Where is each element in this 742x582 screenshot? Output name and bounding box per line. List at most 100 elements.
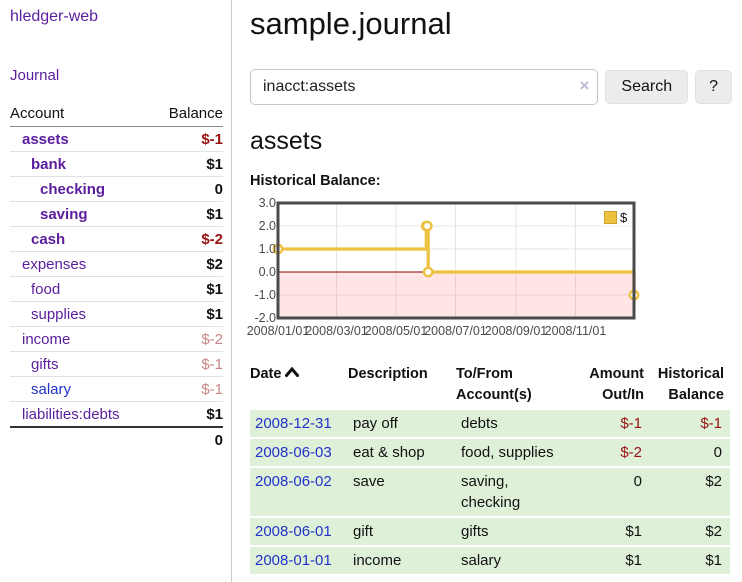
accounts-cell: food, supplies xyxy=(456,439,582,467)
historical-balance-chart: 3.0 2.0 1.0 0.0 -1.0 -2.0 2008/01/01 2008/03/01… xyxy=(246,196,732,344)
x-axis-tick-label: 2008/09/01 xyxy=(484,324,548,338)
x-axis-tick-label: 2008/07/01 xyxy=(424,324,487,338)
chart-legend: $ xyxy=(602,209,630,226)
transaction-date-cell: 2008-12-31 xyxy=(250,410,348,438)
account-table-header: Account Balance xyxy=(10,102,223,127)
register-column-header: To/From Account(s) xyxy=(456,362,582,408)
chart-canvas xyxy=(272,201,640,320)
account-row: saving $1 xyxy=(10,202,223,227)
register-row: 2008-06-02 save saving, checking 0 $2 xyxy=(250,468,730,517)
account-link[interactable]: salary xyxy=(31,380,72,398)
column-header-label: Description xyxy=(348,366,428,382)
transaction-date-cell: 2008-06-03 xyxy=(250,439,348,467)
transaction-date-link[interactable]: 2008-06-01 xyxy=(255,523,332,541)
sidebar: hledger-web Journal Account Balance asse… xyxy=(0,0,232,582)
y-axis-tick-label: -1.0 xyxy=(254,288,276,302)
transaction-date-cell: 2008-06-02 xyxy=(250,468,348,517)
column-header-label: Amount Out/In xyxy=(589,366,644,404)
description-cell: pay off xyxy=(348,410,456,438)
account-link[interactable]: cash xyxy=(31,230,66,248)
legend-swatch-icon xyxy=(604,211,617,224)
account-link[interactable]: bank xyxy=(31,155,67,173)
sort-ascending-icon xyxy=(285,367,300,377)
account-balance: $-1 xyxy=(201,355,223,373)
total-balance: 0 xyxy=(214,431,223,449)
y-axis-tick-label: 1.0 xyxy=(258,242,276,256)
balance-cell: $2 xyxy=(650,468,730,517)
transaction-date-link[interactable]: 2008-12-31 xyxy=(255,415,332,433)
account-rows: assets $-1 bank $1 checking 0 saving $1 cash $-2 e… xyxy=(10,127,223,427)
transaction-date-link[interactable]: 2008-01-01 xyxy=(255,552,332,570)
chart-title: Historical Balance: xyxy=(250,173,381,189)
amount-cell: $-2 xyxy=(582,439,650,467)
balance-cell: $1 xyxy=(650,547,730,575)
account-balance: $-2 xyxy=(201,330,223,348)
balance-cell: 0 xyxy=(650,439,730,467)
register-table: Date Description To/From Account(s) Amount … xyxy=(250,360,730,576)
account-balance: $1 xyxy=(206,305,223,323)
account-balance: $1 xyxy=(206,155,223,173)
search-input[interactable] xyxy=(250,69,599,105)
balance-cell: $2 xyxy=(650,518,730,546)
account-balance: $-1 xyxy=(201,380,223,398)
account-row: supplies $1 xyxy=(10,302,223,327)
y-axis-tick-label: 0.0 xyxy=(258,265,276,279)
accounts-cell: salary xyxy=(456,547,582,575)
account-row: assets $-1 xyxy=(10,127,223,152)
y-axis-tick-label: 3.0 xyxy=(258,196,276,210)
register-header: Date Description To/From Account(s) Amount … xyxy=(250,362,730,408)
account-link[interactable]: assets xyxy=(22,130,69,148)
register-column-header: Historical Balance xyxy=(650,362,730,408)
transaction-date-link[interactable]: 2008-06-03 xyxy=(255,444,332,462)
account-link[interactable]: liabilities:debts xyxy=(22,405,120,423)
accounts-cell: gifts xyxy=(456,518,582,546)
brand-link[interactable]: hledger-web xyxy=(10,8,99,25)
register-column-header[interactable]: Date xyxy=(250,362,348,408)
account-balance-table: Account Balance assets $-1 bank $1 checking 0… xyxy=(10,102,231,452)
search-button[interactable]: Search xyxy=(605,70,689,104)
account-link[interactable]: saving xyxy=(40,205,88,223)
balance-cell: $-1 xyxy=(650,410,730,438)
account-balance: $2 xyxy=(206,255,223,273)
transaction-date-link[interactable]: 2008-06-02 xyxy=(255,473,332,491)
account-row: bank $1 xyxy=(10,152,223,177)
amount-cell: $1 xyxy=(582,518,650,546)
account-balance: $-2 xyxy=(201,230,223,248)
account-balance: $1 xyxy=(206,280,223,298)
description-cell: eat & shop xyxy=(348,439,456,467)
x-axis-tick-label: 2008/03/01 xyxy=(305,324,368,338)
register-rows: 2008-12-31 pay off debts $-1 $-1 2008-06-03 ea… xyxy=(250,410,730,575)
description-cell: save xyxy=(348,468,456,517)
column-header-label: To/From Account(s) xyxy=(456,366,532,404)
register-row: 2008-12-31 pay off debts $-1 $-1 xyxy=(250,410,730,438)
column-header-label: Date xyxy=(250,366,282,382)
x-axis-tick-label: 2008/05/01 xyxy=(364,324,428,338)
account-link[interactable]: gifts xyxy=(31,355,59,373)
transaction-date-cell: 2008-06-01 xyxy=(250,518,348,546)
account-link[interactable]: income xyxy=(22,330,71,348)
register-row: 2008-06-03 eat & shop food, supplies $-2 0 xyxy=(250,439,730,467)
account-row: salary $-1 xyxy=(10,377,223,402)
account-balance: 0 xyxy=(214,180,223,198)
help-button[interactable]: ? xyxy=(695,70,732,104)
account-link[interactable]: expenses xyxy=(22,255,87,273)
account-row: liabilities:debts $1 xyxy=(10,402,223,427)
sidebar-item-journal[interactable]: Journal xyxy=(10,67,60,84)
y-axis-tick-label: -2.0 xyxy=(254,311,276,325)
account-link[interactable]: food xyxy=(31,280,61,298)
account-row: gifts $-1 xyxy=(10,352,223,377)
account-row: food $1 xyxy=(10,277,223,302)
account-link[interactable]: supplies xyxy=(31,305,87,323)
register-column-header: Amount Out/In xyxy=(582,362,650,408)
account-row: expenses $2 xyxy=(10,252,223,277)
account-link[interactable]: checking xyxy=(40,180,106,198)
account-balance: $-1 xyxy=(201,130,223,148)
x-axis-tick-label: 2008/01/01 xyxy=(246,324,310,338)
clear-search-icon[interactable]: × xyxy=(579,76,590,95)
x-axis-tick-label: 2008/11/01 xyxy=(544,324,607,338)
legend-label: $ xyxy=(620,210,628,225)
transaction-date-cell: 2008-01-01 xyxy=(250,547,348,575)
account-row: checking 0 xyxy=(10,177,223,202)
account-row: income $-2 xyxy=(10,327,223,352)
